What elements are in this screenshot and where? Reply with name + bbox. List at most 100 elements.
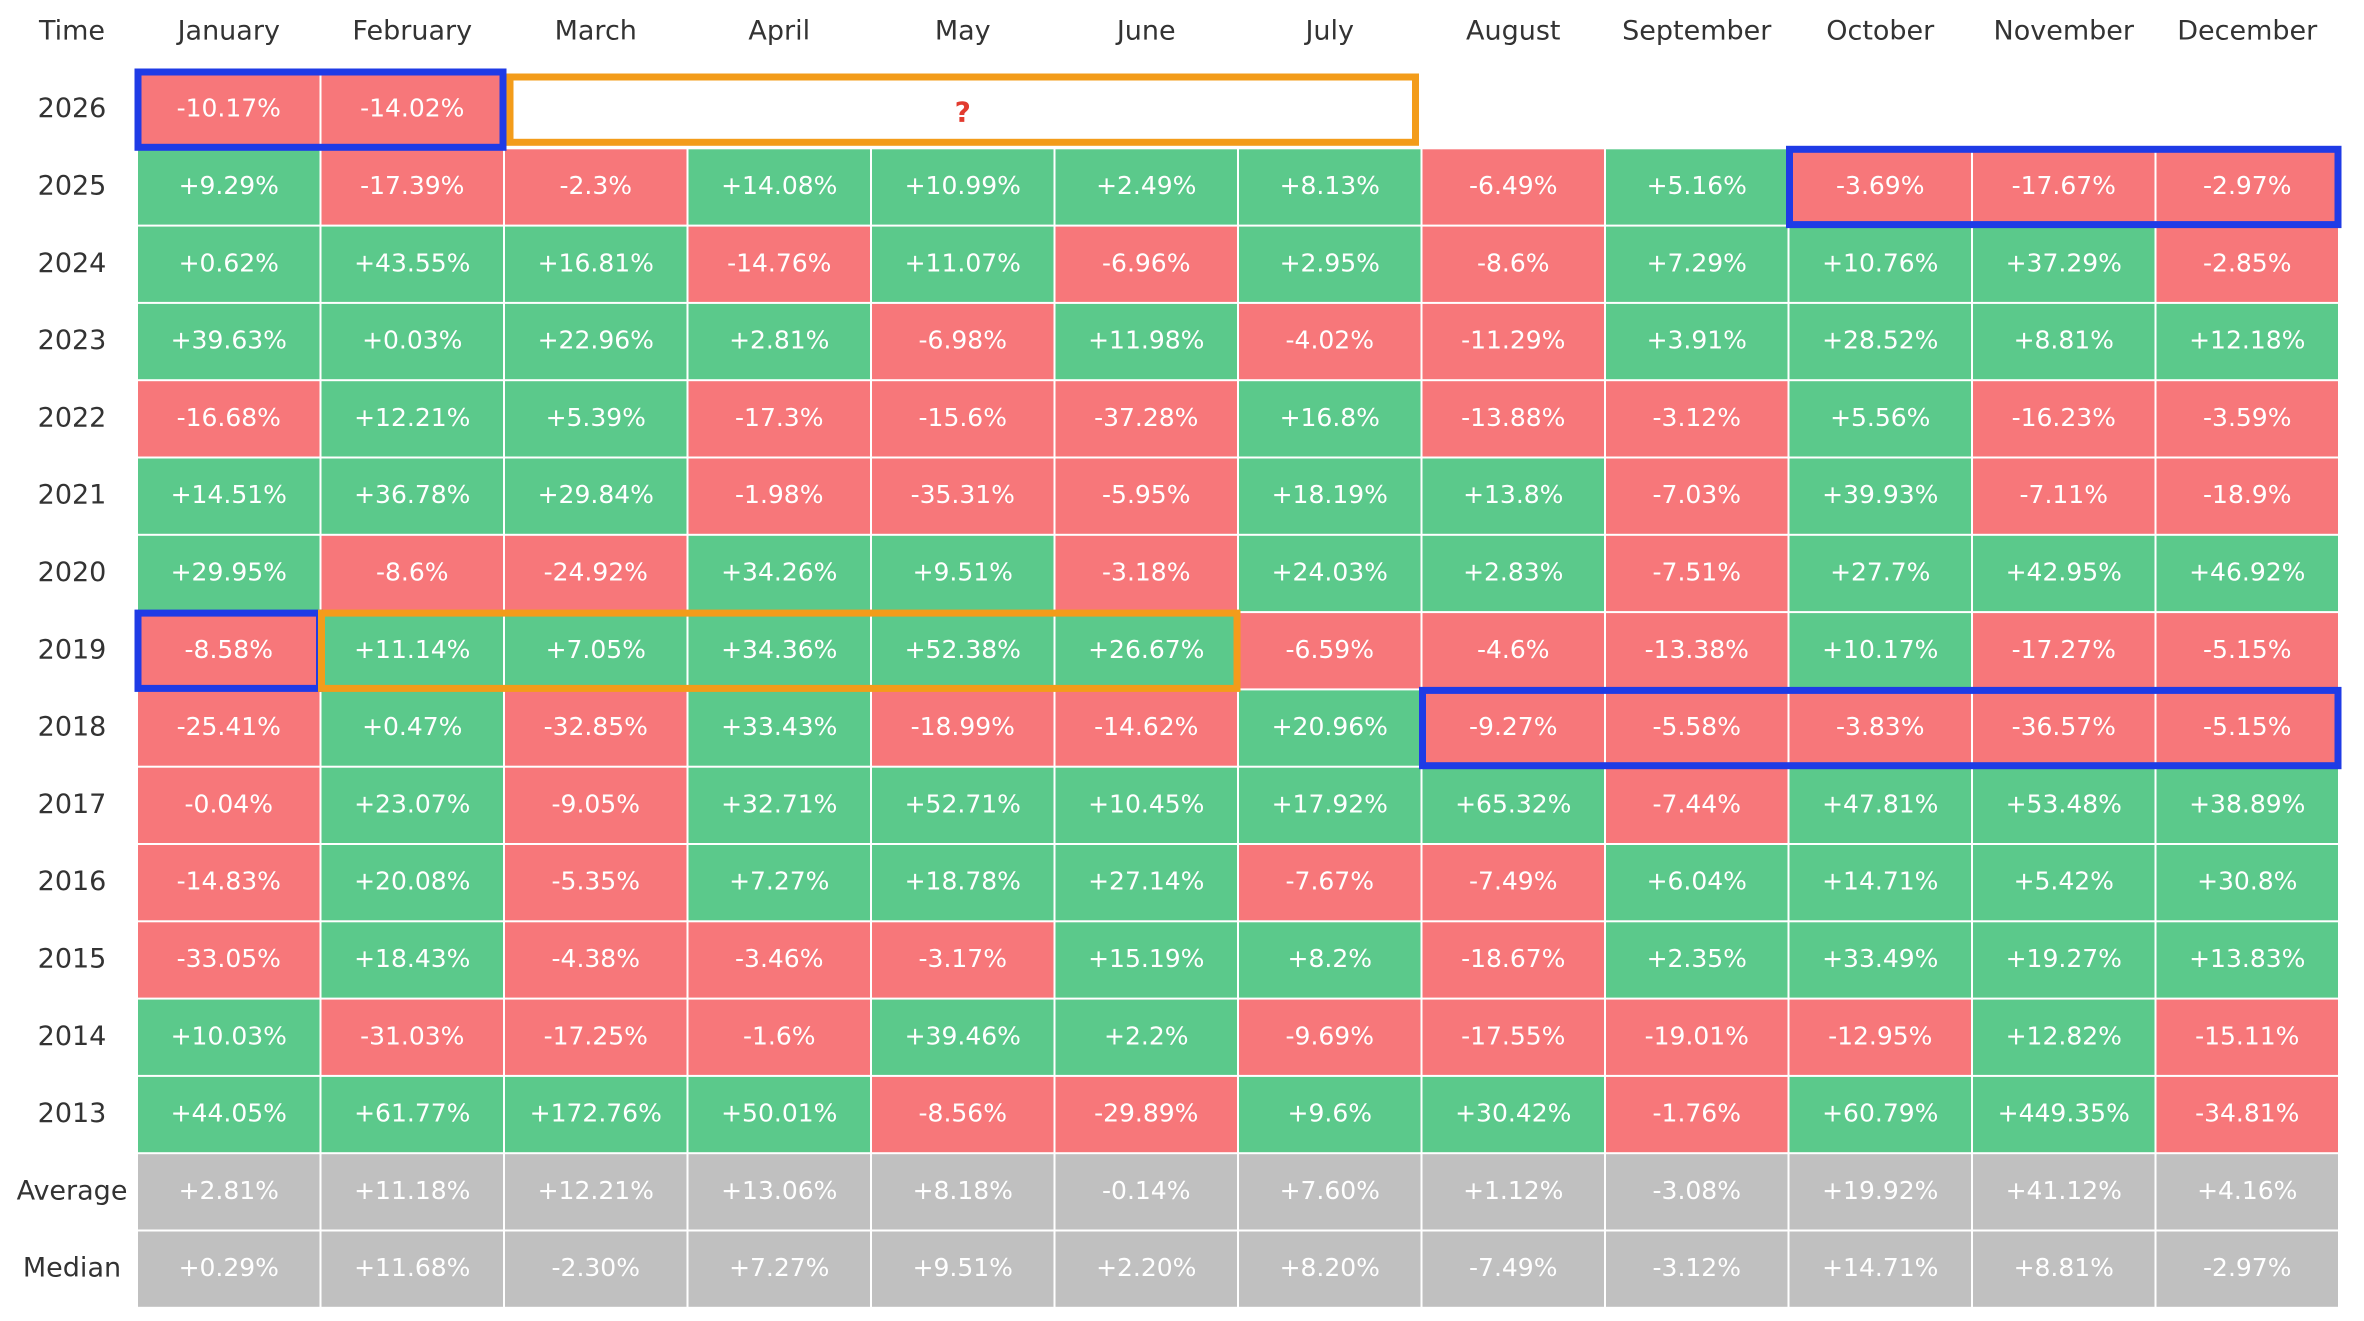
row-label: 2018 [38,712,107,743]
cell [1239,767,1421,843]
cell-value: +52.38% [905,635,1021,664]
cell [1055,613,1237,689]
column-header: January [176,16,280,47]
cell [1973,999,2155,1075]
cell-value: -5.35% [552,867,640,896]
cell [688,922,870,998]
cell [1422,226,1604,302]
cell-value: +5.16% [1647,171,1747,200]
cell-value: +16.81% [538,248,654,277]
cell-value: +27.7% [1830,557,1930,586]
cell [1239,922,1421,998]
cell-value: +8.13% [1280,171,1380,200]
column-header: October [1826,16,1935,47]
cell-value: +10.03% [171,1021,287,1050]
cell-value: +13.06% [721,1176,837,1205]
cell [1422,613,1604,689]
cell [1055,149,1237,225]
cell-value: -17.3% [735,403,823,432]
row-label: 2016 [38,866,107,897]
row-label: 2014 [38,1021,107,1052]
cell [321,1076,503,1153]
cell [1789,303,1971,380]
cell-value: -6.98% [919,326,1007,355]
cell-value: +14.08% [721,171,837,200]
cell-value: +2.20% [1096,1253,1196,1282]
cell-value: -7.51% [1653,557,1741,586]
cell-value: -3.08% [1653,1176,1741,1205]
cell-value: -33.05% [177,944,281,973]
column-header: December [2177,16,2318,47]
cell [1789,535,1971,612]
cell-value: -5.58% [1653,712,1741,741]
cell-value: +27.14% [1088,867,1204,896]
cell [1055,690,1237,766]
cell [321,72,503,148]
cell-value: +11.07% [905,248,1021,277]
cell-value: +42.95% [2006,557,2122,586]
cell [1606,1231,1788,1307]
cell [1055,1231,1237,1307]
cell-value: -17.27% [2012,635,2116,664]
cell [872,999,1054,1075]
cell-value: -7.67% [1286,867,1374,896]
cell [1789,149,1971,225]
cell [2156,690,2338,766]
cell [1422,999,1604,1075]
cell [1239,613,1421,689]
cell-value: +9.51% [913,557,1013,586]
cell-value: +10.17% [1822,635,1938,664]
cell [688,613,870,689]
cell-value: -14.62% [1094,712,1198,741]
cell [1055,303,1237,380]
cell-value: +33.49% [1822,944,1938,973]
cell [688,845,870,921]
cell-value: +30.8% [2197,867,2297,896]
cell [1422,535,1604,612]
cell-value: -10.17% [177,94,281,123]
cell [1973,1154,2155,1230]
cell-value: +11.68% [354,1253,470,1282]
cell-value: +20.96% [1272,712,1388,741]
column-header: August [1466,16,1561,47]
cell [505,999,687,1075]
highlight-box [1786,145,2342,229]
cell [1055,922,1237,998]
cell-value: +2.83% [1463,557,1563,586]
cell-value: -1.76% [1653,1099,1741,1128]
cell-value: -29.89% [1094,1099,1198,1128]
cell-value: +44.05% [171,1099,287,1128]
cell-value: -3.12% [1653,1253,1741,1282]
cell-value: -19.01% [1645,1021,1749,1050]
cell-value: +172.76% [530,1099,662,1128]
cell-value: +0.29% [179,1253,279,1282]
cell [321,149,503,225]
cell-value: +29.95% [171,557,287,586]
cell-value: -17.67% [2012,171,2116,200]
cell [872,613,1054,689]
cell [321,1154,503,1230]
cell [138,458,320,534]
cell [1606,690,1788,766]
cell-value: -14.83% [177,867,281,896]
cell [505,1154,687,1230]
cell [321,535,503,612]
cell-value: -6.49% [1469,171,1557,200]
cell [1239,845,1421,921]
column-header: November [1994,16,2135,47]
cell [1789,1154,1971,1230]
cell-value: +52.71% [905,789,1021,818]
cell [138,999,320,1075]
cell [872,690,1054,766]
cell-value: +0.47% [362,712,462,741]
cell-value: -2.85% [2203,248,2291,277]
cell [1606,381,1788,457]
cell [1973,690,2155,766]
cell-value: +10.99% [905,171,1021,200]
cell [321,381,503,457]
cell-value: -7.03% [1653,480,1741,509]
cell [2156,767,2338,843]
cell-value: -3.46% [735,944,823,973]
cell [1789,690,1971,766]
row-label: 2019 [38,634,107,665]
